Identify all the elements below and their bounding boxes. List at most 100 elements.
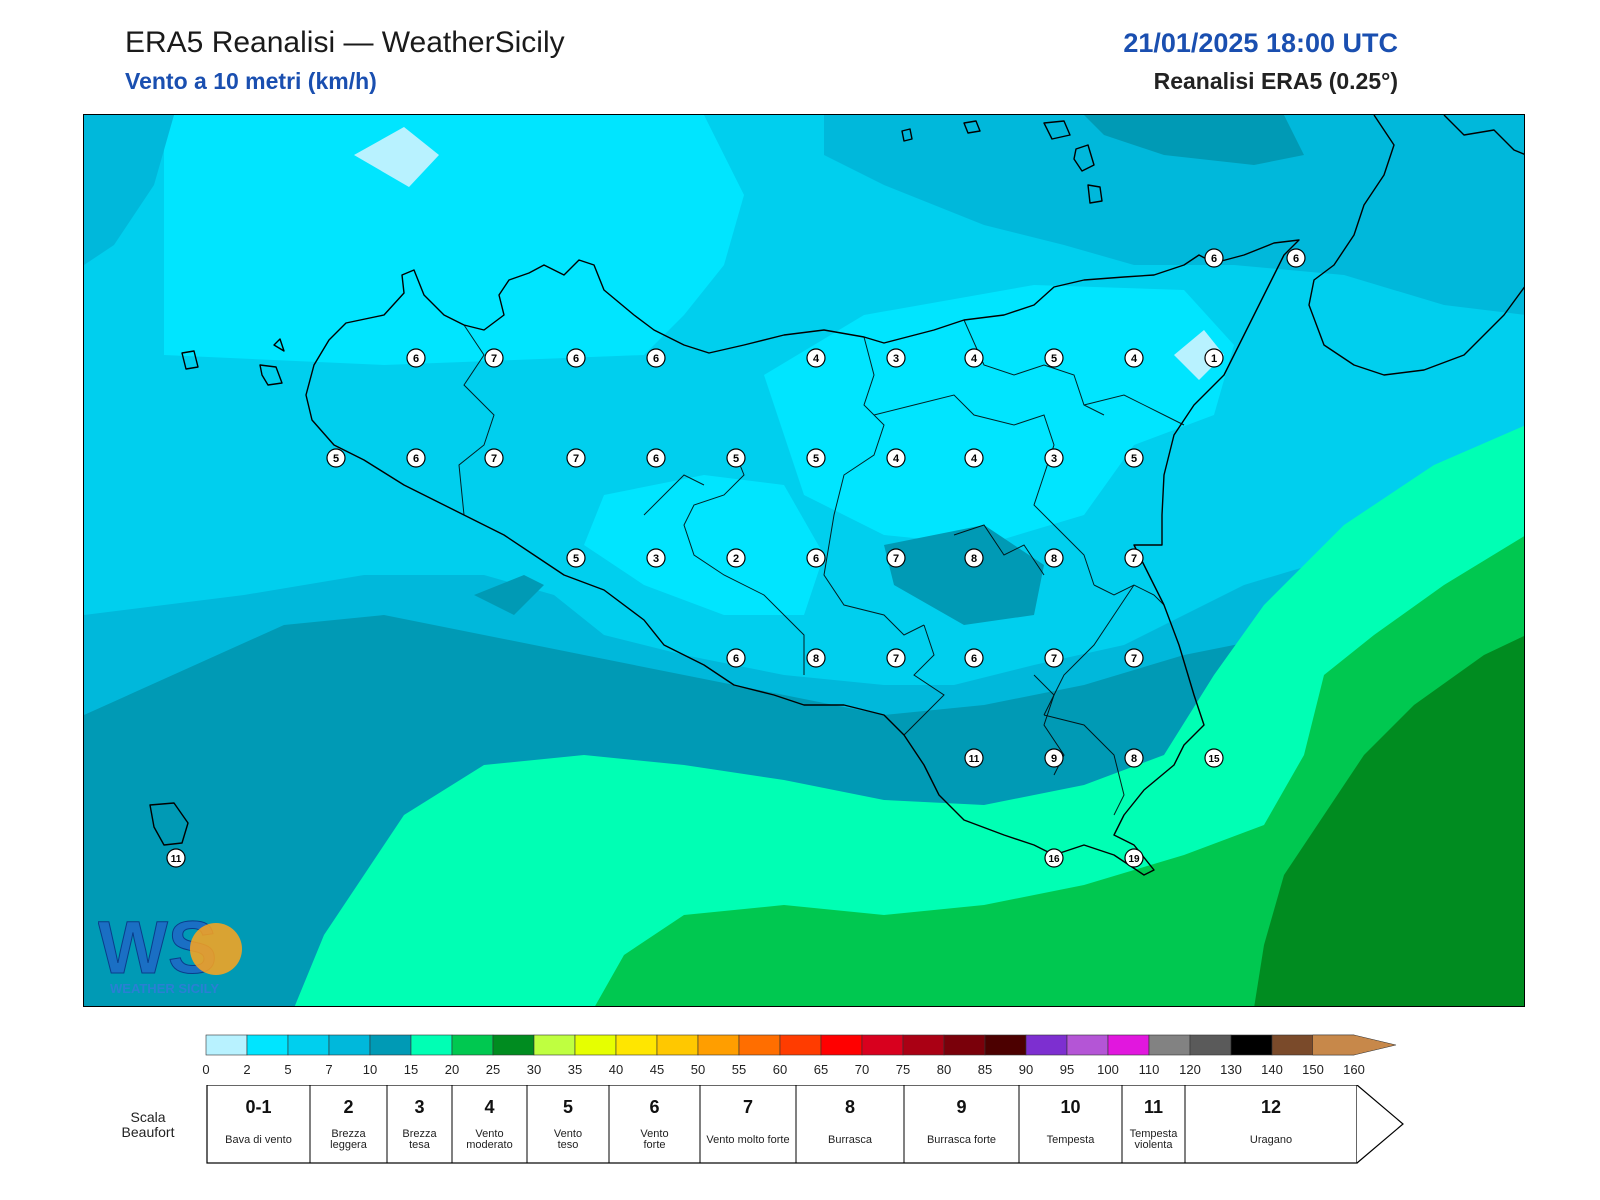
station-value: 8: [813, 653, 819, 665]
colorbar-swatch: [451, 1034, 494, 1056]
colorbar-tick: 0: [202, 1062, 209, 1077]
station-value: 4: [893, 453, 900, 465]
beaufort-label: Tempesta: [1047, 1134, 1096, 1146]
map-subtitle: Vento a 10 metri (km/h): [125, 68, 377, 94]
station-marker: 4: [806, 348, 826, 368]
station-marker: 4: [1124, 348, 1144, 368]
beaufort-number: 11: [1144, 1097, 1163, 1117]
station-value: 4: [971, 453, 978, 465]
station-marker: 5: [726, 448, 746, 468]
beaufort-class: 2 Brezza leggera: [309, 1085, 368, 1163]
beaufort-label: Vento teso: [554, 1128, 582, 1151]
coastlines: [149, 115, 1524, 876]
beaufort-class: 10 Tempesta: [1018, 1085, 1096, 1163]
colorbar-swatch: [615, 1034, 658, 1056]
station-markers: 6 7 6 6 4 3 4 5 4 16 65 6 7 7 6 5 5 4 4 3 55 3 2 6 7 8 8 76 8 7 6 7 711 9…: [166, 248, 1306, 868]
station-value: 6: [413, 353, 419, 365]
station-value: 8: [1131, 753, 1137, 765]
calabria-coast: [1308, 115, 1524, 376]
station-value: 7: [491, 353, 497, 365]
beaufort-number: 5: [563, 1097, 573, 1117]
station-value: 7: [893, 553, 899, 565]
beaufort-label: Uragano: [1250, 1134, 1292, 1146]
station-marker: 11: [166, 848, 186, 868]
colorbar-swatch: [1189, 1034, 1232, 1056]
beaufort-class: 3 Brezza tesa: [386, 1085, 437, 1163]
station-value: 4: [1131, 353, 1138, 365]
station-marker: 3: [1044, 448, 1064, 468]
colorbar-swatch: [656, 1034, 699, 1056]
beaufort-scale: 0-1 Bava di vento 2 Brezza leggera 3 Brezza tes…: [206, 1085, 1404, 1164]
beaufort-class: 5 Vento teso: [526, 1085, 582, 1163]
wind-map: 6 7 6 6 4 3 4 5 4 1 6 6 5 6 7 7 6 5 5 4 4 3 5 5 3 2 6 7 8 8 7 6 8 7 6 7 7 11 9…: [83, 114, 1525, 1007]
station-marker: 6: [806, 548, 826, 568]
beaufort-class: 12 Uragano: [1184, 1085, 1292, 1163]
model-label: Reanalisi ERA5 (0.25°): [1153, 68, 1398, 94]
colorbar-tick: 2: [243, 1062, 250, 1077]
station-marker: 8: [1044, 548, 1064, 568]
colorbar-tick: 10: [363, 1062, 377, 1077]
station-marker: 19: [1124, 848, 1144, 868]
station-value: 7: [491, 453, 497, 465]
beaufort-number: 2: [343, 1097, 353, 1117]
favignana-island: [181, 350, 199, 370]
beaufort-label: Burrasca forte: [927, 1134, 996, 1146]
colorbar-swatch: [943, 1034, 986, 1056]
colorbar-swatch: [574, 1034, 617, 1056]
station-value: 8: [1051, 553, 1057, 565]
colorbar-swatch: [410, 1034, 453, 1056]
station-marker: 4: [886, 448, 906, 468]
vulcano-island: [1087, 184, 1103, 204]
beaufort-extend-arrow: [1356, 1085, 1404, 1164]
beaufort-label: Burrasca: [828, 1134, 873, 1146]
station-marker: 7: [886, 548, 906, 568]
weathersicily-logo: WS WEATHER SICILY: [98, 905, 258, 1000]
beaufort-number: 8: [845, 1097, 855, 1117]
beaufort-label: Vento moderato: [466, 1128, 512, 1151]
marettimo-island: [273, 338, 285, 352]
station-value: 15: [1208, 754, 1220, 765]
beaufort-number: 4: [484, 1097, 494, 1117]
station-marker: 6: [566, 348, 586, 368]
station-marker: 5: [1044, 348, 1064, 368]
station-value: 3: [893, 353, 899, 365]
sicily-coast: [305, 239, 1300, 876]
calabria-tyrrhenian: [1443, 115, 1524, 155]
station-value: 6: [813, 553, 819, 565]
station-value: 11: [171, 854, 182, 865]
colorbar-tick: 80: [937, 1062, 951, 1077]
beaufort-class: 6 Vento forte: [608, 1085, 669, 1163]
station-value: 1: [1211, 353, 1217, 365]
levanzo-island: [259, 364, 283, 386]
station-value: 6: [733, 653, 739, 665]
beaufort-number: 6: [649, 1097, 659, 1117]
station-marker: 1: [1204, 348, 1224, 368]
beaufort-label: Vento forte: [640, 1128, 668, 1151]
colorbar-swatch: [287, 1034, 330, 1056]
colorbar-tick: 40: [609, 1062, 623, 1077]
lipari-island: [1073, 144, 1095, 172]
station-marker: 5: [806, 448, 826, 468]
colorbar-tick: 35: [568, 1062, 582, 1077]
station-value: 4: [813, 353, 820, 365]
station-value: 8: [971, 553, 977, 565]
station-marker: 7: [1124, 548, 1144, 568]
colorbar-swatch: [1148, 1034, 1191, 1056]
beaufort-label: Bava di vento: [225, 1134, 292, 1146]
colorbar-tick: 50: [691, 1062, 705, 1077]
colorbar-tick: 120: [1179, 1062, 1201, 1077]
beaufort-number: 10: [1060, 1097, 1080, 1117]
beaufort-class: 9 Burrasca forte: [903, 1085, 996, 1163]
station-marker: 6: [1286, 248, 1306, 268]
beaufort-number: 3: [414, 1097, 424, 1117]
station-marker: 6: [406, 348, 426, 368]
station-value: 6: [1211, 253, 1217, 265]
station-value: 5: [813, 453, 819, 465]
station-marker: 11: [964, 748, 984, 768]
colorbar-tick: 60: [773, 1062, 787, 1077]
colorbar-tick: 110: [1139, 1062, 1160, 1077]
colorbar-tick: 55: [732, 1062, 746, 1077]
colorbar-swatch: [492, 1034, 535, 1056]
station-value: 5: [573, 553, 579, 565]
colorbar-tick: 160: [1343, 1062, 1365, 1077]
